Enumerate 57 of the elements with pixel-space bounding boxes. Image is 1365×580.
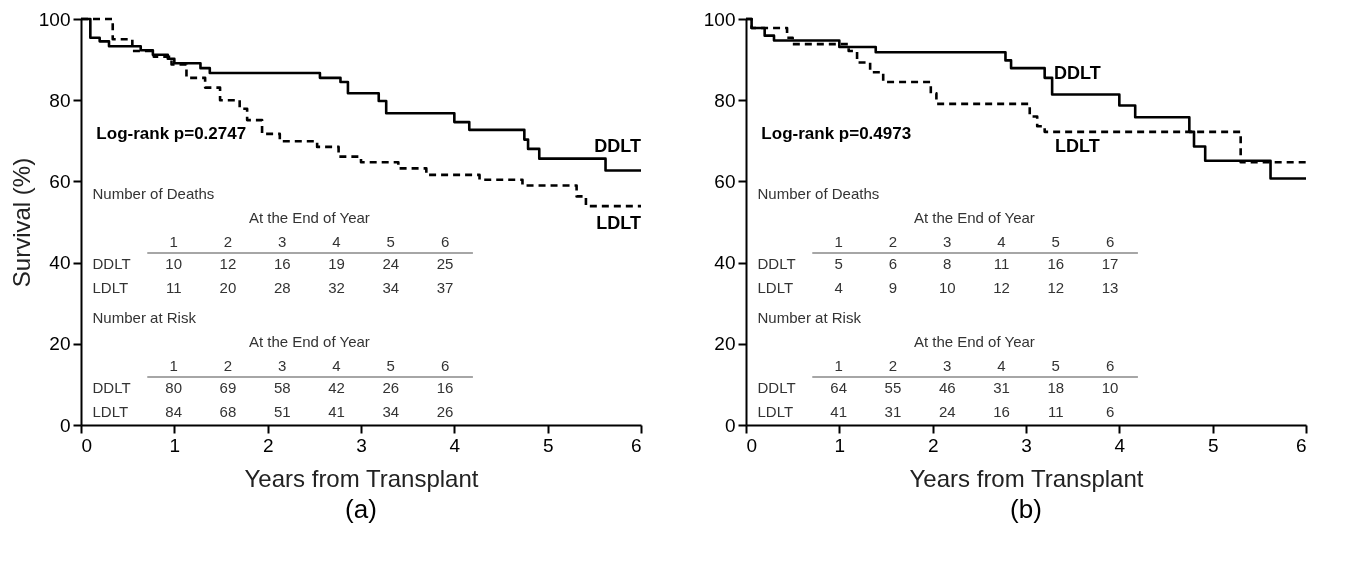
text: DDLT 10 12 16 19 24 25 [92, 255, 454, 272]
series-label: LDLT [596, 213, 641, 234]
text: LDLT 84 68 51 41 34 26 [92, 403, 454, 420]
x-tick-label: 3 [356, 434, 367, 456]
y-tick-label: 20 [714, 333, 736, 355]
x-tick-label: 1 [834, 434, 846, 456]
y-tick-label: 60 [714, 170, 736, 192]
text: DDLT 5 6 8 11 16 17 [757, 255, 1119, 272]
text: (b) [1010, 494, 1042, 524]
y-tick-label: 60 [49, 170, 71, 192]
text: 1 2 3 4 5 6 [834, 233, 1115, 250]
x-tick-label: 6 [630, 434, 642, 456]
x-tick-label: 4 [449, 434, 461, 456]
x-tick-label: 0 [81, 434, 93, 456]
y-tick-label: 0 [59, 414, 71, 436]
y-axis-title: Survival (%) [7, 157, 35, 288]
y-tick-label: 20 [49, 333, 71, 355]
y-tick-label: 80 [49, 89, 71, 111]
annotation: Number at Risk [757, 309, 862, 326]
y-tick-label: 100 [38, 8, 71, 30]
y-tick-label: 100 [703, 8, 736, 30]
x-tick-label: 5 [1207, 434, 1219, 456]
annotation: At the End of Year [248, 333, 370, 350]
annotation: At the End of Year [248, 209, 370, 226]
text: LDLT 11 20 28 32 34 37 [92, 279, 454, 296]
x-tick-label: 4 [1114, 434, 1126, 456]
y-tick-label: 40 [714, 252, 736, 274]
annotation: Log-rank p=0.4973 [761, 124, 912, 143]
x-tick-label: 2 [927, 434, 939, 456]
x-tick-label: 6 [1295, 434, 1307, 456]
x-axis-title: Years from Transplant [909, 464, 1144, 492]
x-tick-label: 2 [262, 434, 274, 456]
text: DDLT 80 69 58 42 26 16 [92, 379, 454, 396]
series-label: DDLT [594, 135, 641, 156]
annotation: Log-rank p=0.2747 [96, 124, 247, 143]
text: 1 2 3 4 5 6 [169, 357, 450, 374]
annotation: Number at Risk [92, 309, 197, 326]
text: LDLT 4 9 10 12 12 13 [757, 279, 1119, 296]
annotation: At the End of Year [913, 333, 1035, 350]
x-tick-label: 1 [169, 434, 181, 456]
text: 1 2 3 4 5 6 [169, 233, 450, 250]
text: (a) [345, 494, 377, 524]
x-axis-title: Years from Transplant [244, 464, 479, 492]
text: LDLT 41 31 24 16 11 6 [757, 403, 1115, 420]
x-tick-label: 5 [542, 434, 554, 456]
x-tick-label: 0 [746, 434, 758, 456]
y-tick-label: 80 [714, 89, 736, 111]
annotation: Number of Deaths [757, 185, 880, 202]
x-tick-label: 3 [1021, 434, 1032, 456]
y-tick-label: 40 [49, 252, 71, 274]
y-tick-label: 0 [724, 414, 736, 436]
text: DDLT 64 55 46 31 18 10 [757, 379, 1119, 396]
annotation: Number of Deaths [92, 185, 215, 202]
series-label: DDLT [1054, 62, 1101, 83]
series-label: LDLT [1055, 135, 1100, 156]
annotation: At the End of Year [913, 209, 1035, 226]
text: 1 2 3 4 5 6 [834, 357, 1115, 374]
